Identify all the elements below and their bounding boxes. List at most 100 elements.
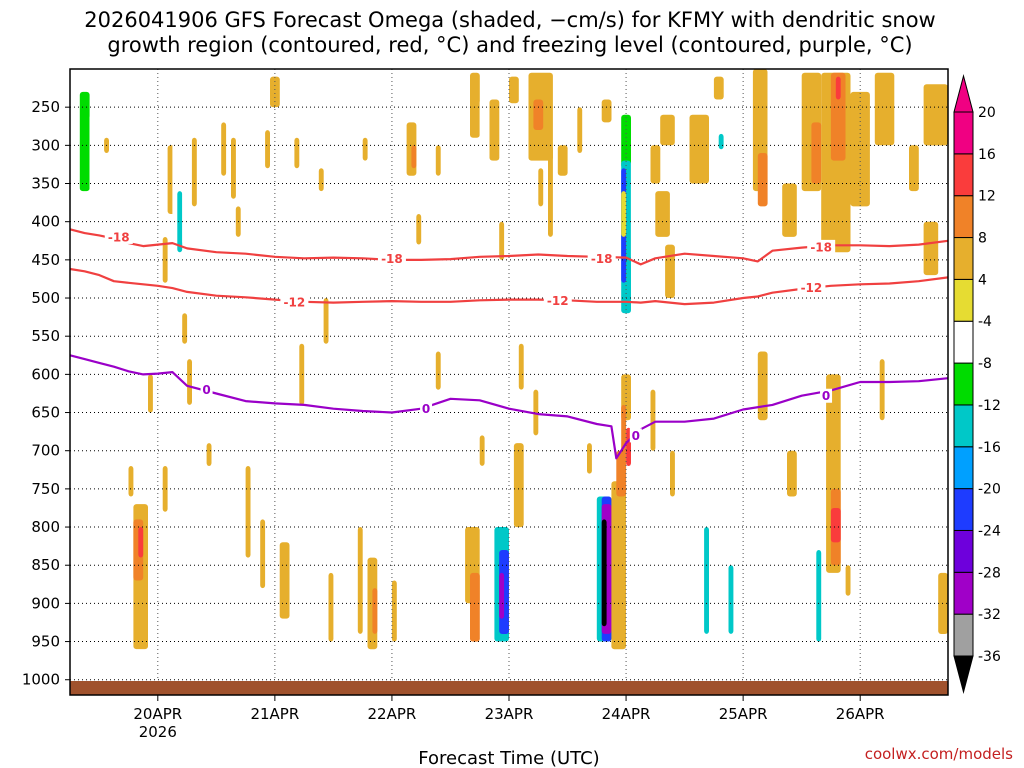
y-tick-label-400: 400	[31, 213, 60, 231]
y-tick-label-300: 300	[31, 136, 60, 154]
x-tick-label-20APR: 20APR	[133, 705, 182, 723]
colorbar-label--32: -32	[978, 607, 1001, 623]
omega-cell-104	[435, 351, 441, 390]
colorbar-label-16: 16	[978, 147, 996, 163]
omega-cell-142	[938, 572, 948, 634]
omega-cell-141	[879, 359, 885, 421]
omega-cell-72	[830, 72, 846, 161]
colorbar-box-11	[953, 153, 974, 197]
omega-cell-32	[489, 99, 500, 161]
omega-cell-140	[845, 565, 851, 596]
colorbar-box-6	[953, 362, 974, 406]
colorbar-box-8	[953, 278, 974, 322]
omega-cell-80	[128, 466, 134, 497]
omega-cell-24	[318, 168, 324, 192]
omega-cell-51	[621, 191, 627, 237]
omega-cell-21	[265, 130, 270, 169]
colorbar-box-2	[953, 529, 974, 573]
omega-cell-133	[757, 351, 768, 421]
contour-label-bg-8	[420, 401, 433, 416]
y-tick-label-800: 800	[31, 518, 60, 536]
omega-cell-92	[231, 450, 236, 573]
colorbar-box-12	[953, 111, 974, 155]
omega-cell-128	[670, 450, 675, 497]
x-tick-label-22APR: 22APR	[368, 705, 417, 723]
omega-shading-layer	[70, 69, 948, 650]
omega-cell-39	[538, 168, 544, 207]
contour-label-layer: -18 -18 -18 -18 -12 -12 -12 0 0 0 0	[104, 229, 836, 443]
omega-cell-4	[109, 76, 114, 146]
omega-cell-139	[830, 508, 841, 543]
contour-label-bg-3	[807, 239, 836, 254]
omega-cell-113	[518, 343, 524, 390]
omega-cell-78	[923, 221, 939, 276]
colorbar-box-4	[953, 446, 974, 490]
omega-cell-103	[391, 580, 397, 642]
omega-cell-125	[626, 427, 631, 466]
omega-cell-86	[148, 374, 153, 413]
contour-label-9: 0	[632, 429, 640, 443]
omega-cell-130	[704, 527, 709, 634]
omega-cell-111	[499, 572, 505, 619]
omega-cell-15	[216, 107, 222, 138]
y-tick-label-750: 750	[31, 480, 60, 498]
omega-cell-95	[279, 542, 290, 619]
omega-cell-17	[231, 137, 236, 199]
y-tick-label-350: 350	[31, 175, 60, 193]
colorbar-arrow-high	[953, 74, 974, 113]
omega-cell-36	[513, 137, 524, 192]
omega-cell-106	[470, 572, 480, 642]
omega-cell-90	[196, 404, 202, 451]
colorbar-label--20: -20	[978, 482, 1001, 498]
omega-cell-114	[533, 389, 539, 436]
omega-cell-13	[191, 137, 197, 207]
omega-cell-64	[728, 229, 744, 283]
omega-cell-67	[772, 72, 783, 146]
omega-cell-40	[548, 145, 553, 237]
y-tick-label-700: 700	[31, 442, 60, 460]
omega-cell-99	[328, 572, 334, 642]
omega-cell-46	[616, 114, 622, 237]
omega-cell-62	[718, 133, 724, 150]
omega-cell-63	[723, 175, 734, 184]
colorbar-label--24: -24	[978, 523, 1001, 539]
contour-label-bg-4	[280, 294, 309, 309]
y-tick-label-650: 650	[31, 404, 60, 422]
contour-line-0	[69, 354, 949, 460]
omega-cell-100	[357, 527, 363, 634]
x-tick-sublabel-20APR: 2026	[139, 723, 177, 741]
omega-cell-68	[782, 183, 797, 237]
omega-cell-16	[221, 122, 227, 176]
contour-label-bg-0	[104, 229, 133, 244]
x-tick-label-23APR: 23APR	[485, 705, 534, 723]
omega-cell-127	[650, 389, 656, 451]
contour-label-2: -18	[591, 252, 613, 266]
x-tick-label-26APR: 26APR	[836, 705, 885, 723]
y-tick-label-250: 250	[31, 98, 60, 116]
omega-cell-54	[650, 145, 661, 184]
omega-cell-134	[787, 450, 797, 497]
colorbar-label--28: -28	[978, 565, 1001, 581]
omega-cell-56	[660, 114, 675, 146]
colorbar-box-0	[953, 613, 974, 657]
dotted-grid	[70, 69, 948, 695]
colorbar-box-10	[953, 195, 974, 239]
colorbar-box-3	[953, 488, 974, 531]
y-tick-label-900: 900	[31, 594, 60, 612]
chart-title-line1: 2026041906 GFS Forecast Omega (shaded, −…	[84, 8, 935, 32]
omega-cell-124	[621, 404, 627, 466]
x-tick-label-24APR: 24APR	[602, 705, 651, 723]
x-tick-label-25APR: 25APR	[719, 705, 768, 723]
omega-cell-55	[655, 191, 670, 237]
omega-cell-73	[835, 76, 841, 100]
contour-label-bg-6	[797, 280, 826, 295]
omega-cell-31	[479, 99, 485, 146]
colorbar-label-4: 4	[978, 272, 987, 288]
omega-cell-29	[435, 145, 441, 176]
omega-cell-53	[630, 160, 641, 260]
x-axis-label: Forecast Time (UTC)	[418, 748, 599, 768]
omega-colorbar: -36 -32 -28 -24 -20 -16 -12 -8 -4 4 8 12 16 20	[953, 74, 1001, 694]
omega-cell-52	[635, 137, 646, 161]
omega-cell-5	[113, 111, 119, 276]
